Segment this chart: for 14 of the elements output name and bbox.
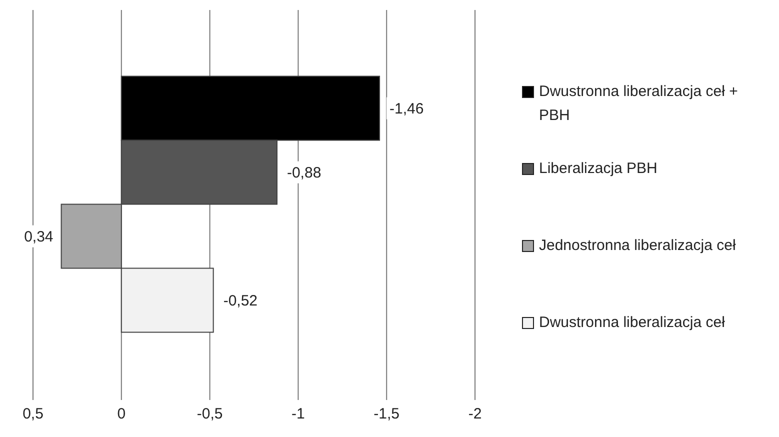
legend-label: Jednostronna liberalizacja ceł: [539, 236, 736, 256]
legend-label: Dwustronna liberalizacja ceł + PBH: [539, 82, 739, 126]
data-label: 0,34: [24, 228, 54, 246]
data-label: -1,46: [390, 100, 424, 118]
x-tick-label: -2: [468, 406, 482, 423]
x-tick-label: -0,5: [196, 406, 223, 423]
legend-label: Liberalizacja PBH: [539, 159, 658, 179]
text: Dwustronna liberalizacja ceł: [539, 313, 725, 333]
x-tick-label: -1,5: [374, 406, 400, 423]
data-label: -0,52: [223, 292, 258, 310]
x-tick-label: 0,5: [22, 406, 44, 423]
data-label: -0,88: [286, 164, 322, 182]
x-tick-label: -1: [292, 406, 305, 423]
x-tick-label: 0: [117, 406, 126, 423]
